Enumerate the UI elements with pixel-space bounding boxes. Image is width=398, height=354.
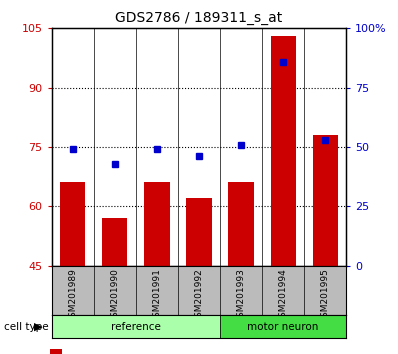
Text: GSM201995: GSM201995 — [321, 268, 330, 323]
Text: cell type: cell type — [4, 321, 49, 332]
Bar — [271, 36, 296, 266]
Bar — [228, 183, 254, 266]
Text: GDS2786 / 189311_s_at: GDS2786 / 189311_s_at — [115, 11, 283, 25]
Text: ▶: ▶ — [34, 321, 42, 332]
Text: GSM201992: GSM201992 — [195, 268, 203, 323]
Text: GSM201993: GSM201993 — [236, 268, 246, 323]
Text: GSM201994: GSM201994 — [279, 268, 288, 323]
Text: GSM201990: GSM201990 — [110, 268, 119, 323]
Text: GSM201991: GSM201991 — [152, 268, 162, 323]
Bar — [102, 218, 127, 266]
Text: reference: reference — [111, 321, 161, 332]
Bar — [312, 135, 338, 266]
Bar — [144, 183, 170, 266]
Bar — [60, 183, 86, 266]
Text: GSM201989: GSM201989 — [68, 268, 77, 323]
Text: motor neuron: motor neuron — [248, 321, 319, 332]
Bar — [186, 198, 212, 266]
Bar — [52, 315, 220, 338]
Bar — [220, 315, 346, 338]
